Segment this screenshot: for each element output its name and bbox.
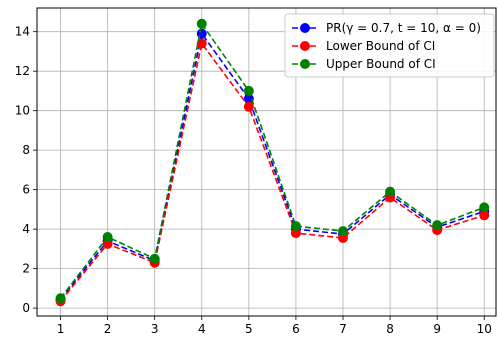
- data-point: [55, 293, 66, 304]
- x-tick-label: 10: [477, 322, 492, 336]
- legend-label: Lower Bound of CI: [326, 39, 435, 53]
- x-tick-label: 8: [386, 322, 394, 336]
- y-tick-label: 0: [22, 301, 30, 315]
- data-point: [196, 18, 207, 29]
- y-tick-label: 12: [15, 64, 30, 78]
- x-axis-ticks: 1 2 3 4 5 6 7 8 9 10: [57, 316, 492, 336]
- y-axis-ticks: 0 2 4 6 8 10 12 14: [15, 25, 37, 315]
- y-tick-label: 10: [15, 104, 30, 118]
- data-point: [243, 101, 254, 112]
- legend-entry: Lower Bound of CI: [292, 39, 435, 53]
- x-tick-label: 7: [339, 322, 347, 336]
- data-point: [385, 186, 396, 197]
- legend-label: Upper Bound of CI: [326, 57, 436, 71]
- x-tick-label: 2: [104, 322, 112, 336]
- data-point: [196, 28, 207, 39]
- legend-entry: Upper Bound of CI: [292, 57, 436, 71]
- y-tick-label: 14: [15, 25, 30, 39]
- series-line: [59, 21, 485, 299]
- data-point: [479, 210, 490, 221]
- legend-marker: [300, 59, 310, 69]
- data-point: [196, 38, 207, 49]
- series-line: [59, 31, 485, 300]
- legend-marker: [300, 41, 310, 51]
- y-tick-label: 8: [22, 143, 30, 157]
- y-tick-label: 6: [22, 183, 30, 197]
- data-point: [432, 220, 443, 231]
- legend-marker: [300, 23, 310, 33]
- data-point: [243, 85, 254, 96]
- legend-entry: PR(γ = 0.7, t = 10, α = 0): [292, 21, 481, 35]
- data-point: [243, 93, 254, 104]
- series-line: [59, 41, 485, 302]
- data-point: [290, 228, 301, 239]
- data-point: [102, 232, 113, 243]
- series-2: [55, 18, 490, 304]
- x-tick-label: 3: [151, 322, 159, 336]
- x-tick-label: 9: [433, 322, 441, 336]
- series-layer: [55, 18, 490, 307]
- data-point: [479, 202, 490, 213]
- x-tick-label: 4: [198, 322, 206, 336]
- legend-label: PR(γ = 0.7, t = 10, α = 0): [326, 21, 481, 35]
- data-point: [338, 226, 348, 237]
- y-tick-label: 4: [22, 222, 30, 236]
- x-tick-label: 1: [57, 322, 65, 336]
- data-point: [290, 221, 301, 232]
- data-point: [149, 253, 160, 264]
- x-tick-label: 6: [292, 322, 300, 336]
- legend-box: [284, 13, 495, 78]
- plot-area-frame: [36, 7, 497, 317]
- legend: PR(γ = 0.7, t = 10, α = 0) Lower Bound of…: [284, 13, 495, 78]
- x-tick-label: 5: [245, 322, 253, 336]
- data-point: [338, 233, 348, 244]
- y-tick-label: 2: [22, 262, 30, 276]
